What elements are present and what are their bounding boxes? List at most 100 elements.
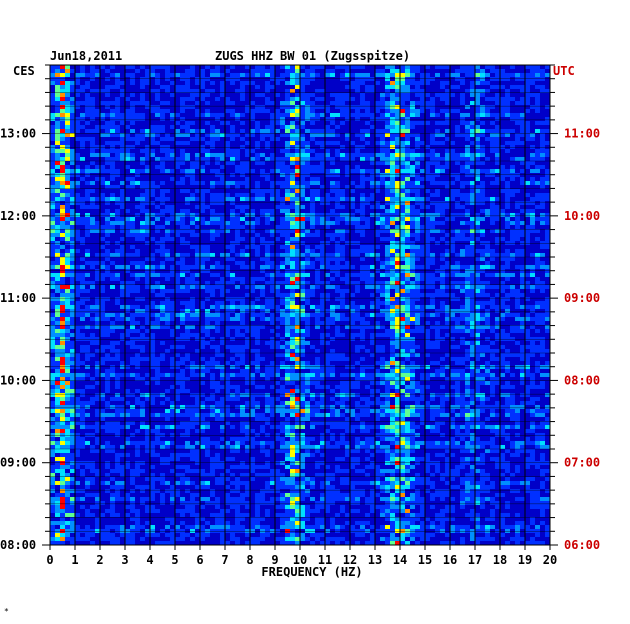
spectrogram-cell bbox=[470, 225, 475, 229]
spectrogram-cell bbox=[405, 149, 410, 153]
spectrogram-cell bbox=[220, 73, 225, 77]
spectrogram-cell bbox=[540, 185, 545, 189]
spectrogram-cell bbox=[115, 209, 120, 213]
spectrogram-cell bbox=[495, 117, 500, 121]
spectrogram-cell bbox=[375, 153, 380, 157]
spectrogram-cell bbox=[250, 325, 255, 329]
spectrogram-cell bbox=[535, 73, 540, 77]
spectrogram-cell bbox=[445, 93, 450, 97]
spectrogram-cell bbox=[530, 397, 535, 401]
spectrogram-cell bbox=[480, 293, 485, 297]
spectrogram-cell bbox=[430, 397, 435, 401]
spectrogram-cell bbox=[490, 65, 495, 69]
spectrogram-cell bbox=[475, 117, 480, 121]
spectrogram-cell bbox=[515, 201, 520, 205]
spectrogram-cell bbox=[360, 209, 365, 213]
spectrogram-cell bbox=[210, 265, 215, 269]
spectrogram-cell bbox=[250, 133, 255, 137]
spectrogram-cell bbox=[405, 177, 410, 181]
spectrogram-cell bbox=[420, 177, 425, 181]
spectrogram-cell bbox=[230, 317, 235, 321]
spectrogram-cell bbox=[505, 305, 510, 309]
spectrogram-cell bbox=[500, 361, 505, 365]
spectrogram-cell bbox=[415, 153, 420, 157]
spectrogram-cell bbox=[235, 233, 240, 237]
spectrogram-cell bbox=[290, 213, 295, 217]
spectrogram-cell bbox=[60, 301, 65, 305]
spectrogram-cell bbox=[260, 393, 265, 397]
spectrogram-cell bbox=[405, 305, 410, 309]
spectrogram-cell bbox=[300, 261, 305, 265]
spectrogram-cell bbox=[410, 297, 415, 301]
spectrogram-cell bbox=[535, 277, 540, 281]
spectrogram-cell bbox=[480, 325, 485, 329]
spectrogram-cell bbox=[360, 273, 365, 277]
spectrogram-cell bbox=[105, 257, 110, 261]
spectrogram-cell bbox=[370, 253, 375, 257]
spectrogram-cell bbox=[190, 137, 195, 141]
spectrogram-cell bbox=[300, 109, 305, 113]
spectrogram-cell bbox=[400, 249, 405, 253]
spectrogram-cell bbox=[505, 265, 510, 269]
spectrogram-cell bbox=[100, 181, 105, 185]
spectrogram-cell bbox=[345, 221, 350, 225]
spectrogram-cell bbox=[475, 357, 480, 361]
spectrogram-cell bbox=[375, 369, 380, 373]
spectrogram-cell bbox=[460, 93, 465, 97]
spectrogram-cell bbox=[370, 305, 375, 309]
spectrogram-cell bbox=[445, 73, 450, 77]
spectrogram-cell bbox=[115, 113, 120, 117]
spectrogram-cell bbox=[150, 353, 155, 357]
spectrogram-cell bbox=[55, 197, 60, 201]
spectrogram-cell bbox=[105, 253, 110, 257]
spectrogram-cell bbox=[390, 209, 395, 213]
spectrogram-cell bbox=[385, 169, 390, 173]
spectrogram-cell bbox=[85, 385, 90, 389]
spectrogram-cell bbox=[425, 285, 430, 289]
spectrogram-cell bbox=[435, 329, 440, 333]
spectrogram-cell bbox=[125, 125, 130, 129]
spectrogram-cell bbox=[315, 233, 320, 237]
spectrogram-cell bbox=[190, 325, 195, 329]
spectrogram-cell bbox=[430, 113, 435, 117]
spectrogram-cell bbox=[250, 373, 255, 377]
spectrogram-cell bbox=[420, 73, 425, 77]
spectrogram-cell bbox=[220, 289, 225, 293]
spectrogram-cell bbox=[410, 157, 415, 161]
spectrogram-cell bbox=[525, 89, 530, 93]
spectrogram-cell bbox=[260, 325, 265, 329]
spectrogram-cell bbox=[460, 317, 465, 321]
spectrogram-cell bbox=[410, 389, 415, 393]
spectrogram-cell bbox=[120, 253, 125, 257]
spectrogram-cell bbox=[175, 89, 180, 93]
spectrogram-cell bbox=[70, 113, 75, 117]
spectrogram-cell bbox=[525, 233, 530, 237]
spectrogram-cell bbox=[425, 161, 430, 165]
spectrogram-cell bbox=[50, 281, 55, 285]
spectrogram-cell bbox=[365, 349, 370, 353]
spectrogram-cell bbox=[80, 125, 85, 129]
spectrogram-cell bbox=[395, 321, 400, 325]
spectrogram-cell bbox=[395, 73, 400, 77]
spectrogram-cell bbox=[240, 161, 245, 165]
spectrogram-cell bbox=[395, 97, 400, 101]
spectrogram-cell bbox=[425, 257, 430, 261]
spectrogram-cell bbox=[405, 393, 410, 397]
spectrogram-cell bbox=[255, 325, 260, 329]
spectrogram-cell bbox=[195, 257, 200, 261]
spectrogram-cell bbox=[380, 225, 385, 229]
spectrogram-cell bbox=[490, 169, 495, 173]
spectrogram-cell bbox=[200, 329, 205, 333]
spectrogram-cell bbox=[465, 357, 470, 361]
spectrogram-cell bbox=[205, 121, 210, 125]
spectrogram-cell bbox=[175, 181, 180, 185]
spectrogram-cell bbox=[305, 361, 310, 365]
spectrogram-cell bbox=[210, 357, 215, 361]
spectrogram-cell bbox=[525, 225, 530, 229]
spectrogram-cell bbox=[280, 113, 285, 117]
spectrogram-cell bbox=[275, 225, 280, 229]
spectrogram-cell bbox=[365, 153, 370, 157]
spectrogram-cell bbox=[180, 229, 185, 233]
spectrogram-cell bbox=[100, 297, 105, 301]
spectrogram-cell bbox=[290, 81, 295, 85]
